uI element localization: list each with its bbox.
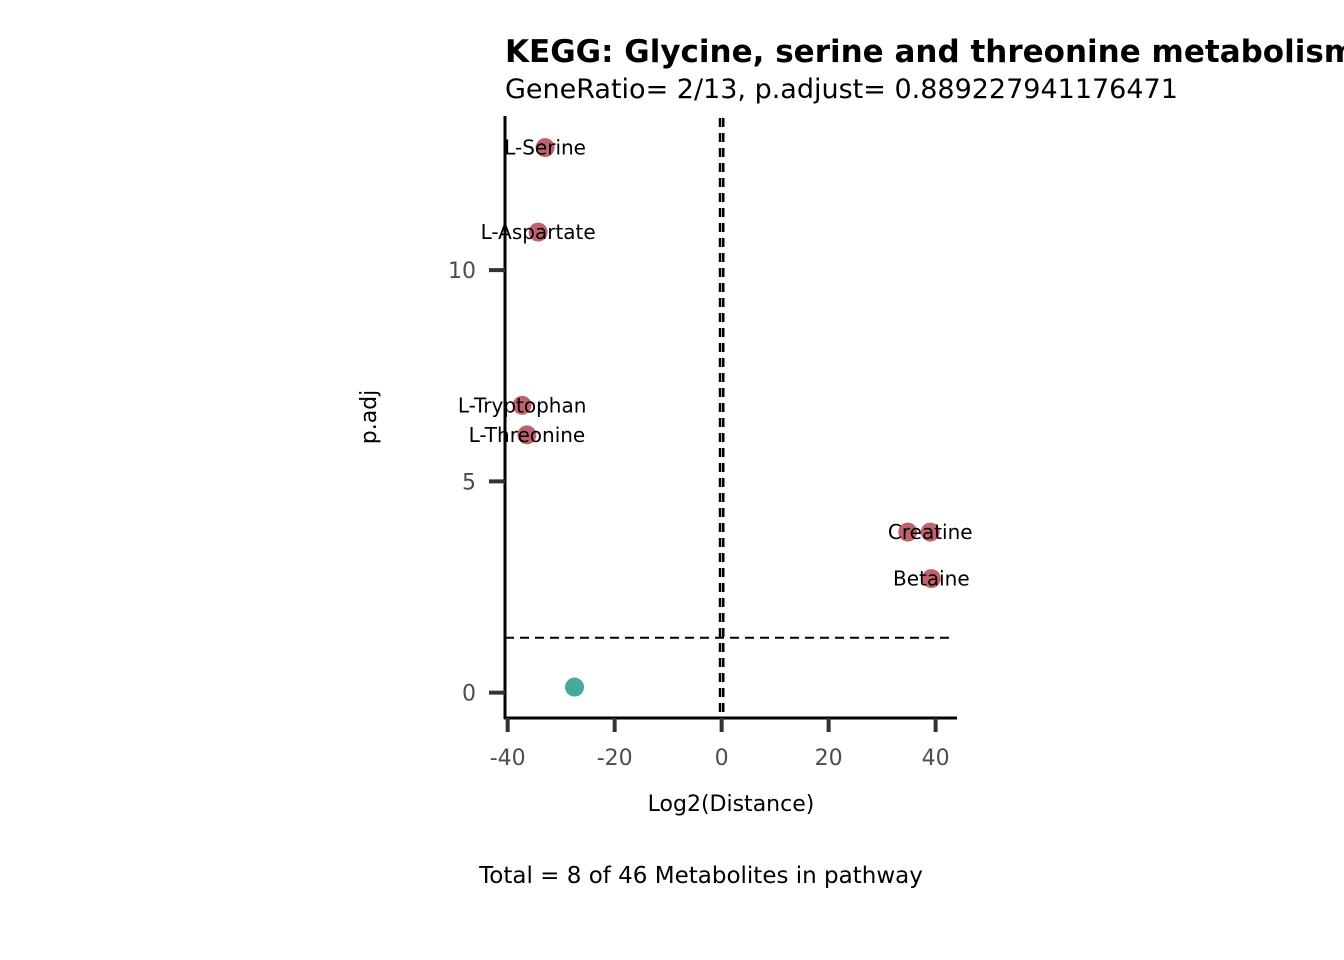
chart-title: KEGG: Glycine, serine and threonine meta… — [505, 34, 1344, 70]
data-point-1 — [528, 222, 548, 242]
chart-caption: Total = 8 of 46 Metabolites in pathway — [478, 863, 923, 889]
data-point-0 — [535, 138, 555, 158]
axes: -40 -20 0 20 40 0 5 10 — [448, 116, 957, 771]
x-tick-label-2: 0 — [715, 746, 729, 771]
y-axis-title: p.adj — [357, 390, 382, 445]
y-tick-label-1: 5 — [462, 470, 476, 495]
x-tick-label-3: 20 — [815, 746, 843, 771]
x-tick-label-0: -40 — [490, 746, 526, 771]
point-label-2: L-Tryptophan — [458, 393, 587, 417]
point-label-3: L-Threonine — [469, 423, 586, 447]
data-point-4 — [898, 522, 918, 542]
data-point-7 — [565, 677, 585, 697]
point-label-0: L-Serine — [504, 136, 586, 160]
point-label-1: L-Aspartate — [481, 220, 596, 244]
x-tick-label-1: -20 — [597, 746, 633, 771]
point-labels: L-Serine L-Aspartate L-Tryptophan L-Threoni… — [458, 136, 973, 591]
data-point-5 — [920, 522, 940, 542]
y-tick-label-0: 0 — [462, 682, 476, 707]
point-label-5: Creatine — [888, 520, 973, 544]
y-tick-label-2: 10 — [448, 259, 476, 284]
data-point-2 — [512, 395, 532, 415]
point-label-6: Betaine — [893, 567, 970, 591]
x-axis-title: Log2(Distance) — [648, 792, 815, 817]
data-points — [512, 138, 941, 697]
data-point-3 — [517, 425, 537, 445]
x-tick-label-4: 40 — [922, 746, 950, 771]
data-point-6 — [921, 569, 941, 589]
threshold-lines — [505, 118, 950, 718]
chart-subtitle: GeneRatio= 2/13, p.adjust= 0.88922794117… — [505, 74, 1178, 105]
